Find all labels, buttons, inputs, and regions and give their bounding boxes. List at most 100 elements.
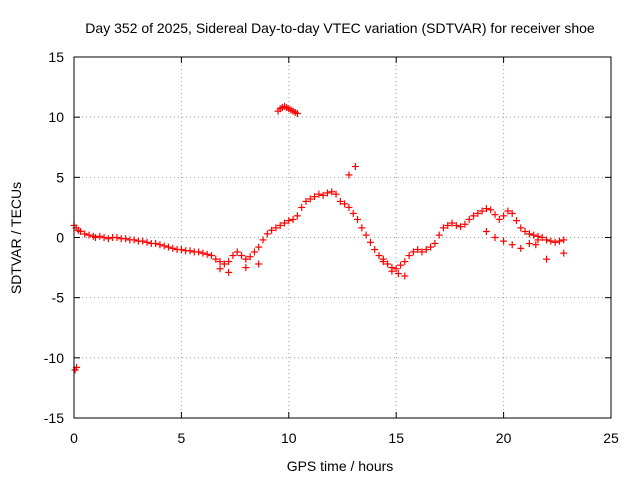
data-point (351, 163, 359, 171)
data-point (246, 253, 254, 261)
data-point (242, 255, 250, 263)
data-point (418, 248, 426, 256)
data-point (76, 227, 84, 235)
data-point (255, 243, 263, 251)
data-point (435, 231, 443, 239)
data-point (470, 212, 478, 220)
y-tick-label: -5 (52, 290, 65, 306)
data-point (104, 235, 112, 243)
data-point (560, 249, 568, 257)
data-point (495, 215, 503, 223)
y-tick-label: 10 (48, 109, 64, 125)
data-point (225, 268, 233, 276)
grid-layer (74, 57, 611, 418)
data-point (293, 110, 301, 118)
data-point (220, 260, 228, 268)
data-point (409, 248, 417, 256)
data-point (474, 209, 482, 217)
data-point (534, 236, 542, 244)
data-point (85, 231, 93, 239)
y-tick-label: -15 (44, 410, 64, 426)
data-point (139, 237, 147, 245)
axis-layer (73, 56, 612, 419)
data-point (366, 238, 374, 246)
points-layer (70, 102, 568, 374)
data-point (457, 223, 465, 231)
data-point (302, 197, 310, 205)
data-point (263, 230, 271, 238)
x-tick-label: 25 (603, 430, 619, 446)
data-point (482, 227, 490, 235)
data-point (521, 227, 529, 235)
data-point (160, 242, 168, 250)
data-point (358, 224, 366, 232)
data-point (547, 237, 555, 245)
data-point (508, 241, 516, 249)
data-point (323, 189, 331, 197)
data-point (229, 252, 237, 260)
data-point (186, 247, 194, 255)
data-point (311, 193, 319, 201)
data-point (259, 236, 267, 244)
data-point (298, 203, 306, 211)
data-point (225, 258, 233, 266)
data-point (195, 248, 203, 256)
data-point (392, 265, 400, 273)
data-point (405, 252, 413, 260)
data-point (422, 246, 430, 254)
data-point (113, 234, 121, 241)
data-point (349, 209, 357, 217)
y-tick-label: 5 (56, 169, 64, 185)
data-point (487, 206, 495, 214)
data-point (328, 188, 336, 196)
data-point (517, 244, 525, 252)
data-point (96, 232, 104, 240)
data-point (465, 215, 473, 223)
data-point (500, 237, 508, 245)
data-point (379, 258, 387, 266)
data-point (332, 190, 340, 198)
data-point (285, 217, 293, 225)
data-point (401, 272, 409, 280)
data-point (543, 255, 551, 263)
data-point (461, 220, 469, 228)
data-point (345, 203, 353, 211)
data-point (439, 224, 447, 232)
data-point (276, 221, 284, 229)
data-point (362, 231, 370, 239)
data-point (560, 236, 568, 244)
data-point (81, 230, 89, 238)
data-point (212, 255, 220, 263)
data-point (319, 191, 327, 199)
data-point (238, 252, 246, 260)
data-point (431, 240, 439, 248)
data-point (482, 205, 490, 213)
x-tick-label: 10 (281, 430, 297, 446)
data-point (388, 267, 396, 275)
data-point (530, 231, 538, 239)
data-point (203, 250, 211, 258)
data-point (354, 215, 362, 223)
data-point (341, 200, 349, 208)
data-point (452, 221, 460, 229)
data-point (508, 209, 516, 217)
data-point (100, 234, 108, 241)
data-point (250, 248, 258, 256)
data-point (306, 195, 314, 203)
data-point (336, 197, 344, 205)
data-point (491, 234, 499, 241)
data-point (216, 258, 224, 266)
data-point (216, 265, 224, 273)
x-tick-label: 15 (388, 430, 404, 446)
data-point (177, 246, 185, 254)
y-tick-label: -10 (44, 350, 64, 366)
data-point (478, 207, 486, 215)
data-point (255, 260, 263, 268)
data-point (207, 252, 215, 260)
data-point (448, 219, 456, 227)
data-point (538, 234, 546, 241)
data-point (414, 246, 422, 254)
data-point (152, 240, 160, 248)
data-point (517, 224, 525, 232)
